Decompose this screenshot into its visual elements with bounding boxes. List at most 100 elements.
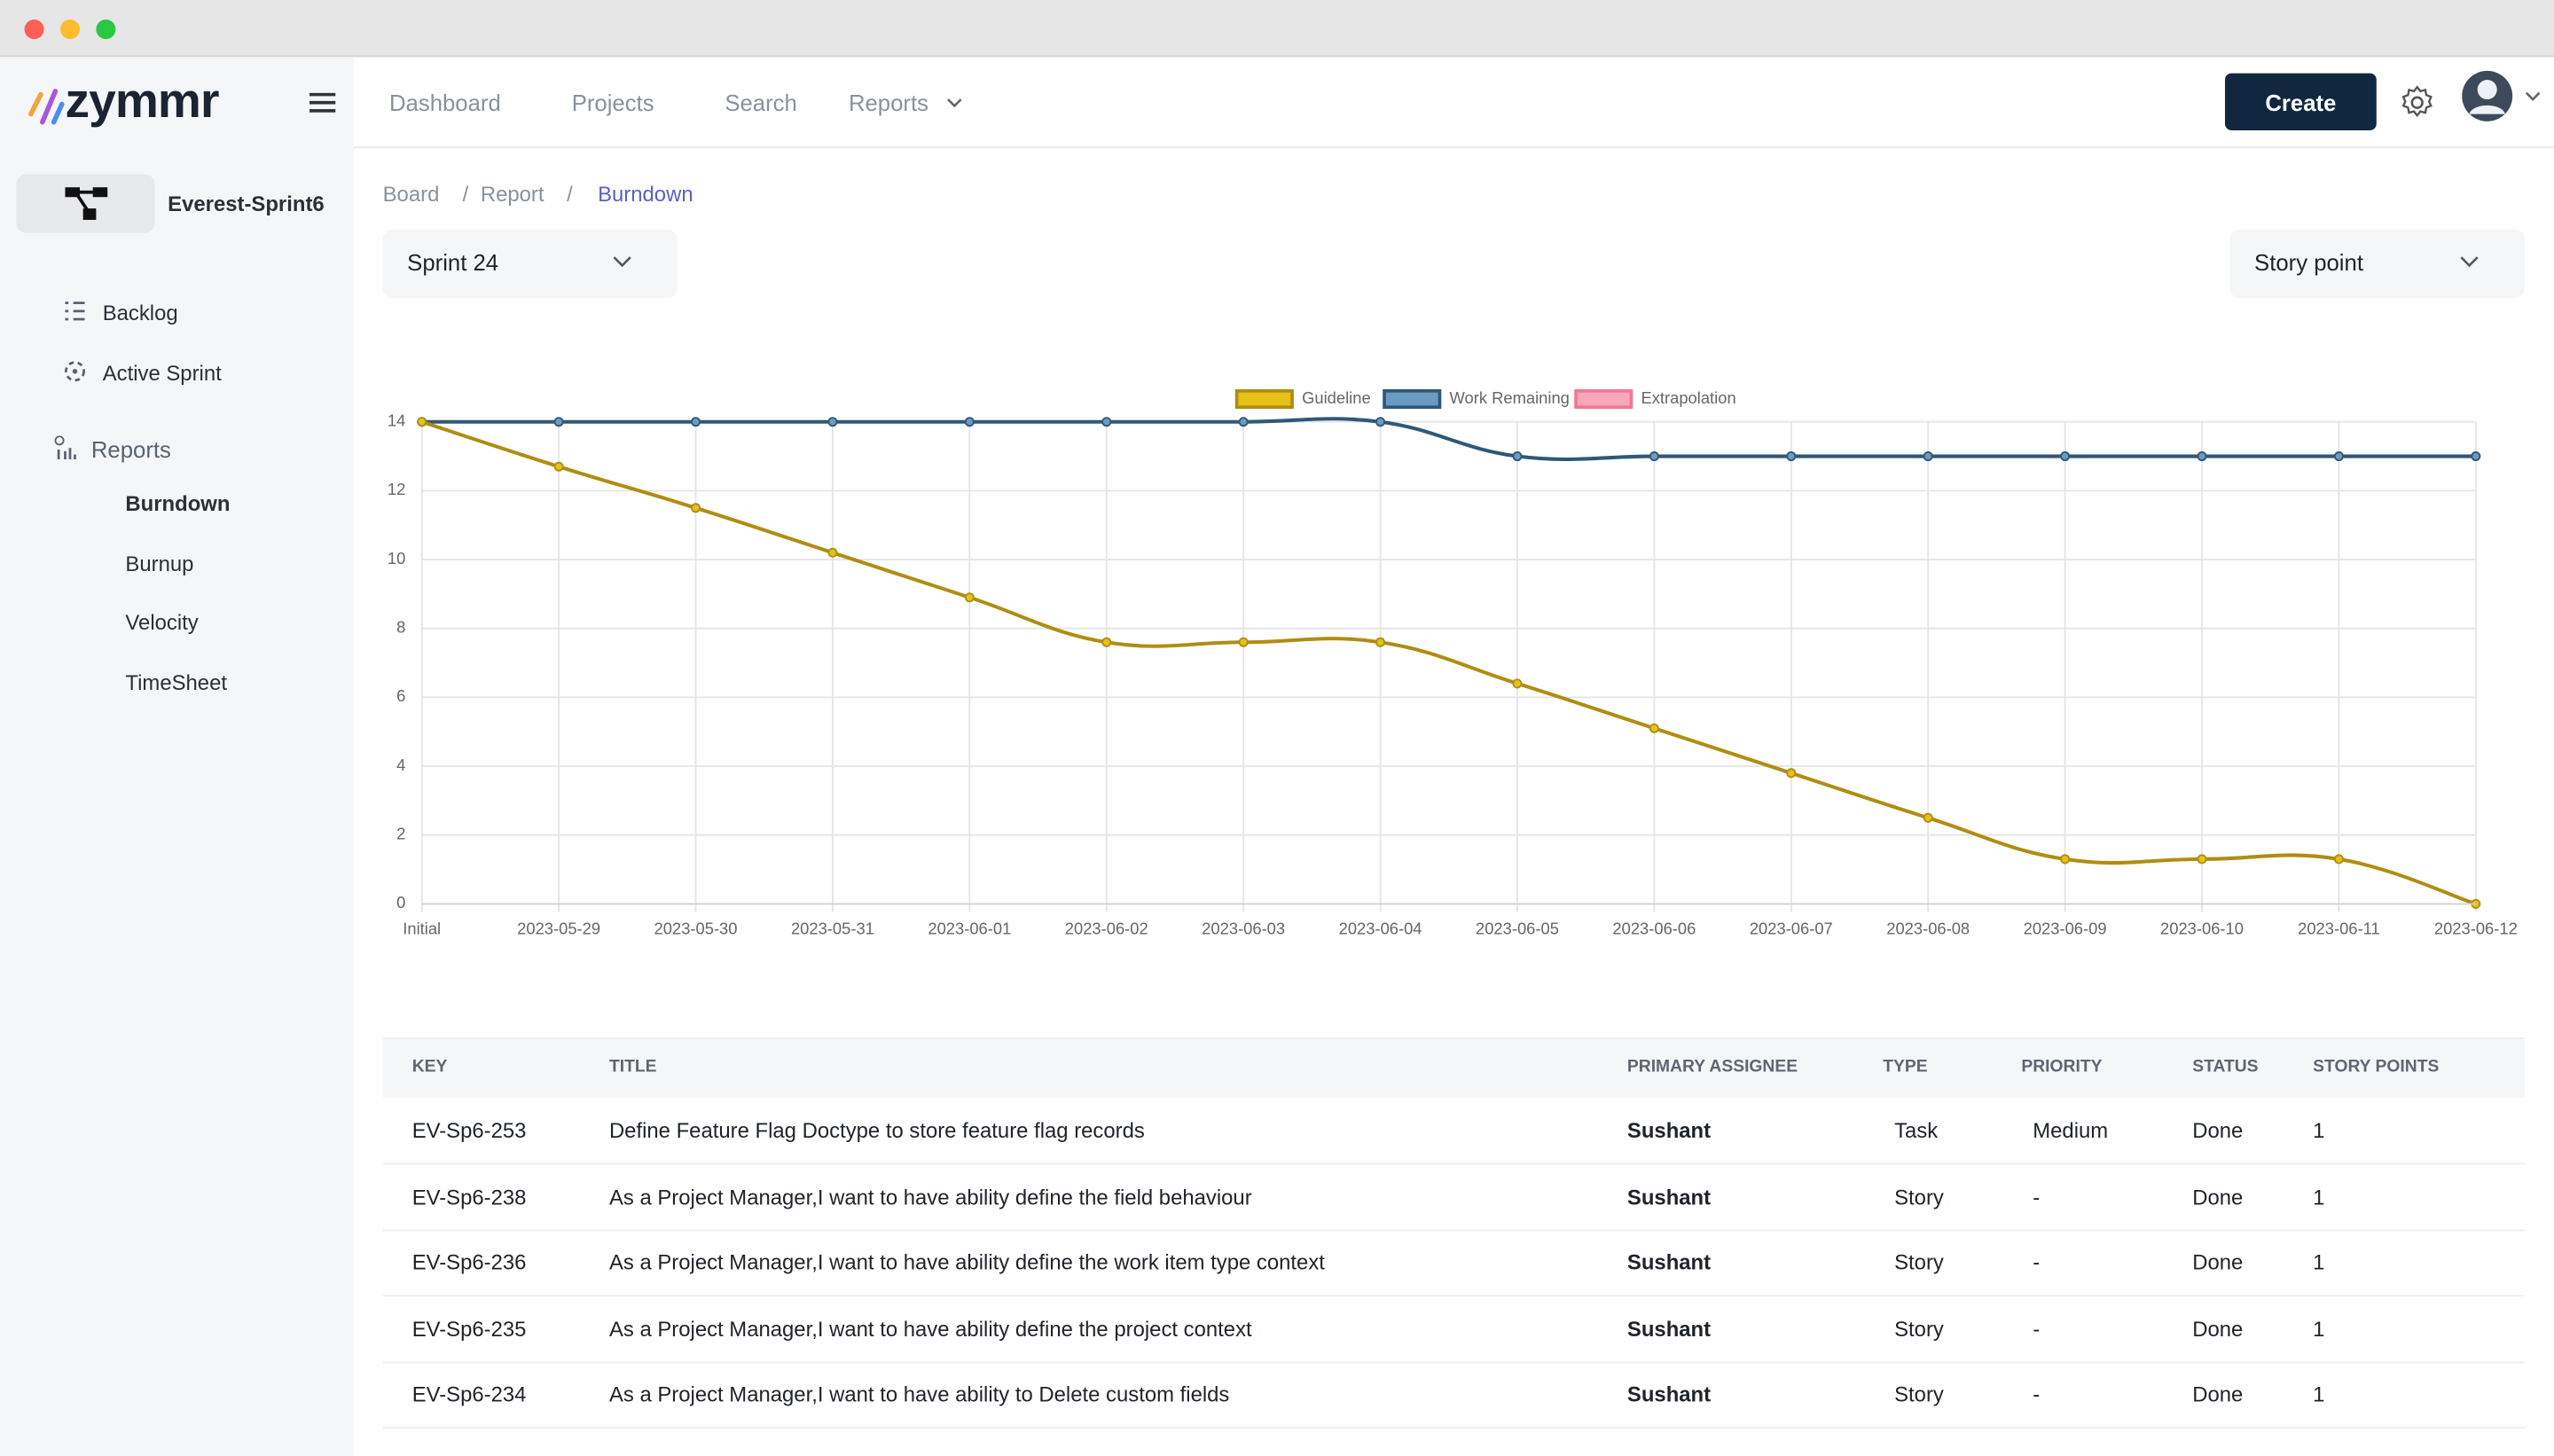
legend-swatch [1383,388,1442,410]
data-point [2471,451,2481,462]
x-tick-label: 2023-06-04 [1339,920,1422,938]
data-point [553,461,564,472]
x-tick-label: 2023-06-02 [1065,920,1148,938]
sidebar-subitem[interactable]: TimeSheet [125,669,228,695]
column-header: KEY [411,1057,448,1077]
data-point [1923,812,1933,823]
sidebar-subitem[interactable]: Burnup [125,551,194,575]
sprint-chevron [613,256,631,268]
column-header: PRIORITY [2021,1057,2103,1077]
x-tick-label: 2023-06-10 [2160,920,2244,938]
measure-dropdown[interactable] [2229,229,2525,299]
title-bar [0,0,2554,58]
table-cell[interactable]: EV-Sp6-253 [411,1117,527,1143]
table-cell: Sushant [1626,1184,1712,1209]
minimize-button[interactable] [59,20,81,40]
breadcrumb-separator: / [462,181,469,207]
data-point [827,547,838,558]
column-header: TITLE [608,1057,657,1077]
breadcrumb-item[interactable]: Report [480,181,544,207]
measure-chevron [2460,256,2479,268]
data-point [1649,723,1659,733]
sprint-icon [65,361,85,382]
reports-icon [54,435,76,459]
table-cell[interactable]: As a Project Manager,I want to have abil… [608,1250,1325,1275]
nav-link[interactable]: Reports [848,90,928,116]
sidebar-item[interactable]: Active Sprint [102,360,222,386]
table-cell: Story [1894,1316,1944,1342]
sidebar [0,57,354,1456]
table-cell: Task [1894,1117,1939,1143]
data-point [1101,637,1112,647]
sidebar-subitem[interactable]: Velocity [125,610,199,636]
x-tick-label: Initial [403,920,441,938]
data-point [827,417,838,427]
table-cell[interactable]: EV-Sp6-235 [411,1316,527,1342]
table-cell: 1 [2313,1316,2325,1342]
table-cell: - [2033,1382,2041,1407]
nav-link[interactable]: Dashboard [388,90,501,116]
x-tick-label: 2023-06-06 [1612,920,1696,938]
y-tick-label: 10 [388,549,405,568]
table-cell: Sushant [1626,1117,1712,1143]
y-tick-label: 2 [396,825,405,843]
table-cell: Done [2192,1382,2244,1407]
nav-divider [353,146,2554,149]
series-line [421,419,2477,906]
table-cell: 1 [2313,1184,2325,1209]
table-cell[interactable]: EV-Sp6-238 [411,1184,527,1209]
maximize-button[interactable] [96,20,116,40]
breadcrumb-item[interactable]: Board [382,181,440,207]
table-cell[interactable]: As a Project Manager,I want to have abil… [608,1382,1230,1407]
row-divider [382,1427,2525,1429]
table-cell: Sushant [1626,1316,1712,1342]
data-point [1375,417,1386,427]
x-tick-label: 2023-06-07 [1750,920,1833,938]
legend-label: Guideline [1302,388,1371,407]
table-cell: Sushant [1626,1250,1712,1275]
sidebar-item[interactable]: Backlog [102,300,178,325]
table-cell: Done [2192,1316,2244,1342]
table-cell[interactable]: As a Project Manager,I want to have abil… [608,1184,1252,1209]
menu-toggle[interactable] [309,92,336,114]
data-point [1786,451,1797,462]
nav-link[interactable]: Search [725,90,797,116]
breadcrumb-separator: / [567,181,573,207]
row-divider [382,1295,2525,1297]
data-point [1238,637,1249,647]
data-point [1923,451,1933,462]
project-avatar[interactable] [16,174,155,233]
reports-chevron [947,98,962,108]
legend-label: Work Remaining [1450,388,1570,407]
table-cell: Done [2192,1250,2244,1275]
y-tick-label: 14 [388,411,405,430]
sidebar-subitem[interactable]: Burndown [125,490,231,516]
table-cell: Done [2192,1117,2244,1143]
sidebar-item[interactable]: Reports [90,436,171,463]
legend-swatch [1234,388,1294,410]
table-cell[interactable]: As a Project Manager,I want to have abil… [608,1316,1252,1342]
table-cell[interactable]: Define Feature Flag Doctype to store fea… [608,1117,1145,1143]
sprint-dropdown[interactable] [382,229,678,299]
breadcrumb-item: Burndown [598,181,693,207]
user-avatar[interactable] [2461,70,2542,122]
nav-link[interactable]: Projects [571,90,654,116]
settings-button[interactable] [2400,85,2435,121]
series-line [421,417,2476,462]
table-cell: Story [1894,1184,1944,1209]
table-header [382,1037,2525,1098]
close-button[interactable] [24,20,44,40]
data-point [2333,854,2344,865]
measure-value: Story point [2254,249,2363,276]
data-point [2333,451,2344,462]
data-point [1786,768,1797,779]
backlog-icon [65,301,85,321]
table-cell[interactable]: EV-Sp6-236 [411,1250,527,1275]
table-cell[interactable]: EV-Sp6-234 [411,1382,527,1407]
x-tick-label: 2023-06-03 [1202,920,1285,938]
data-point [964,417,975,427]
column-header: PRIMARY ASSIGNEE [1626,1057,1798,1077]
create-button[interactable]: Create [2224,73,2377,130]
